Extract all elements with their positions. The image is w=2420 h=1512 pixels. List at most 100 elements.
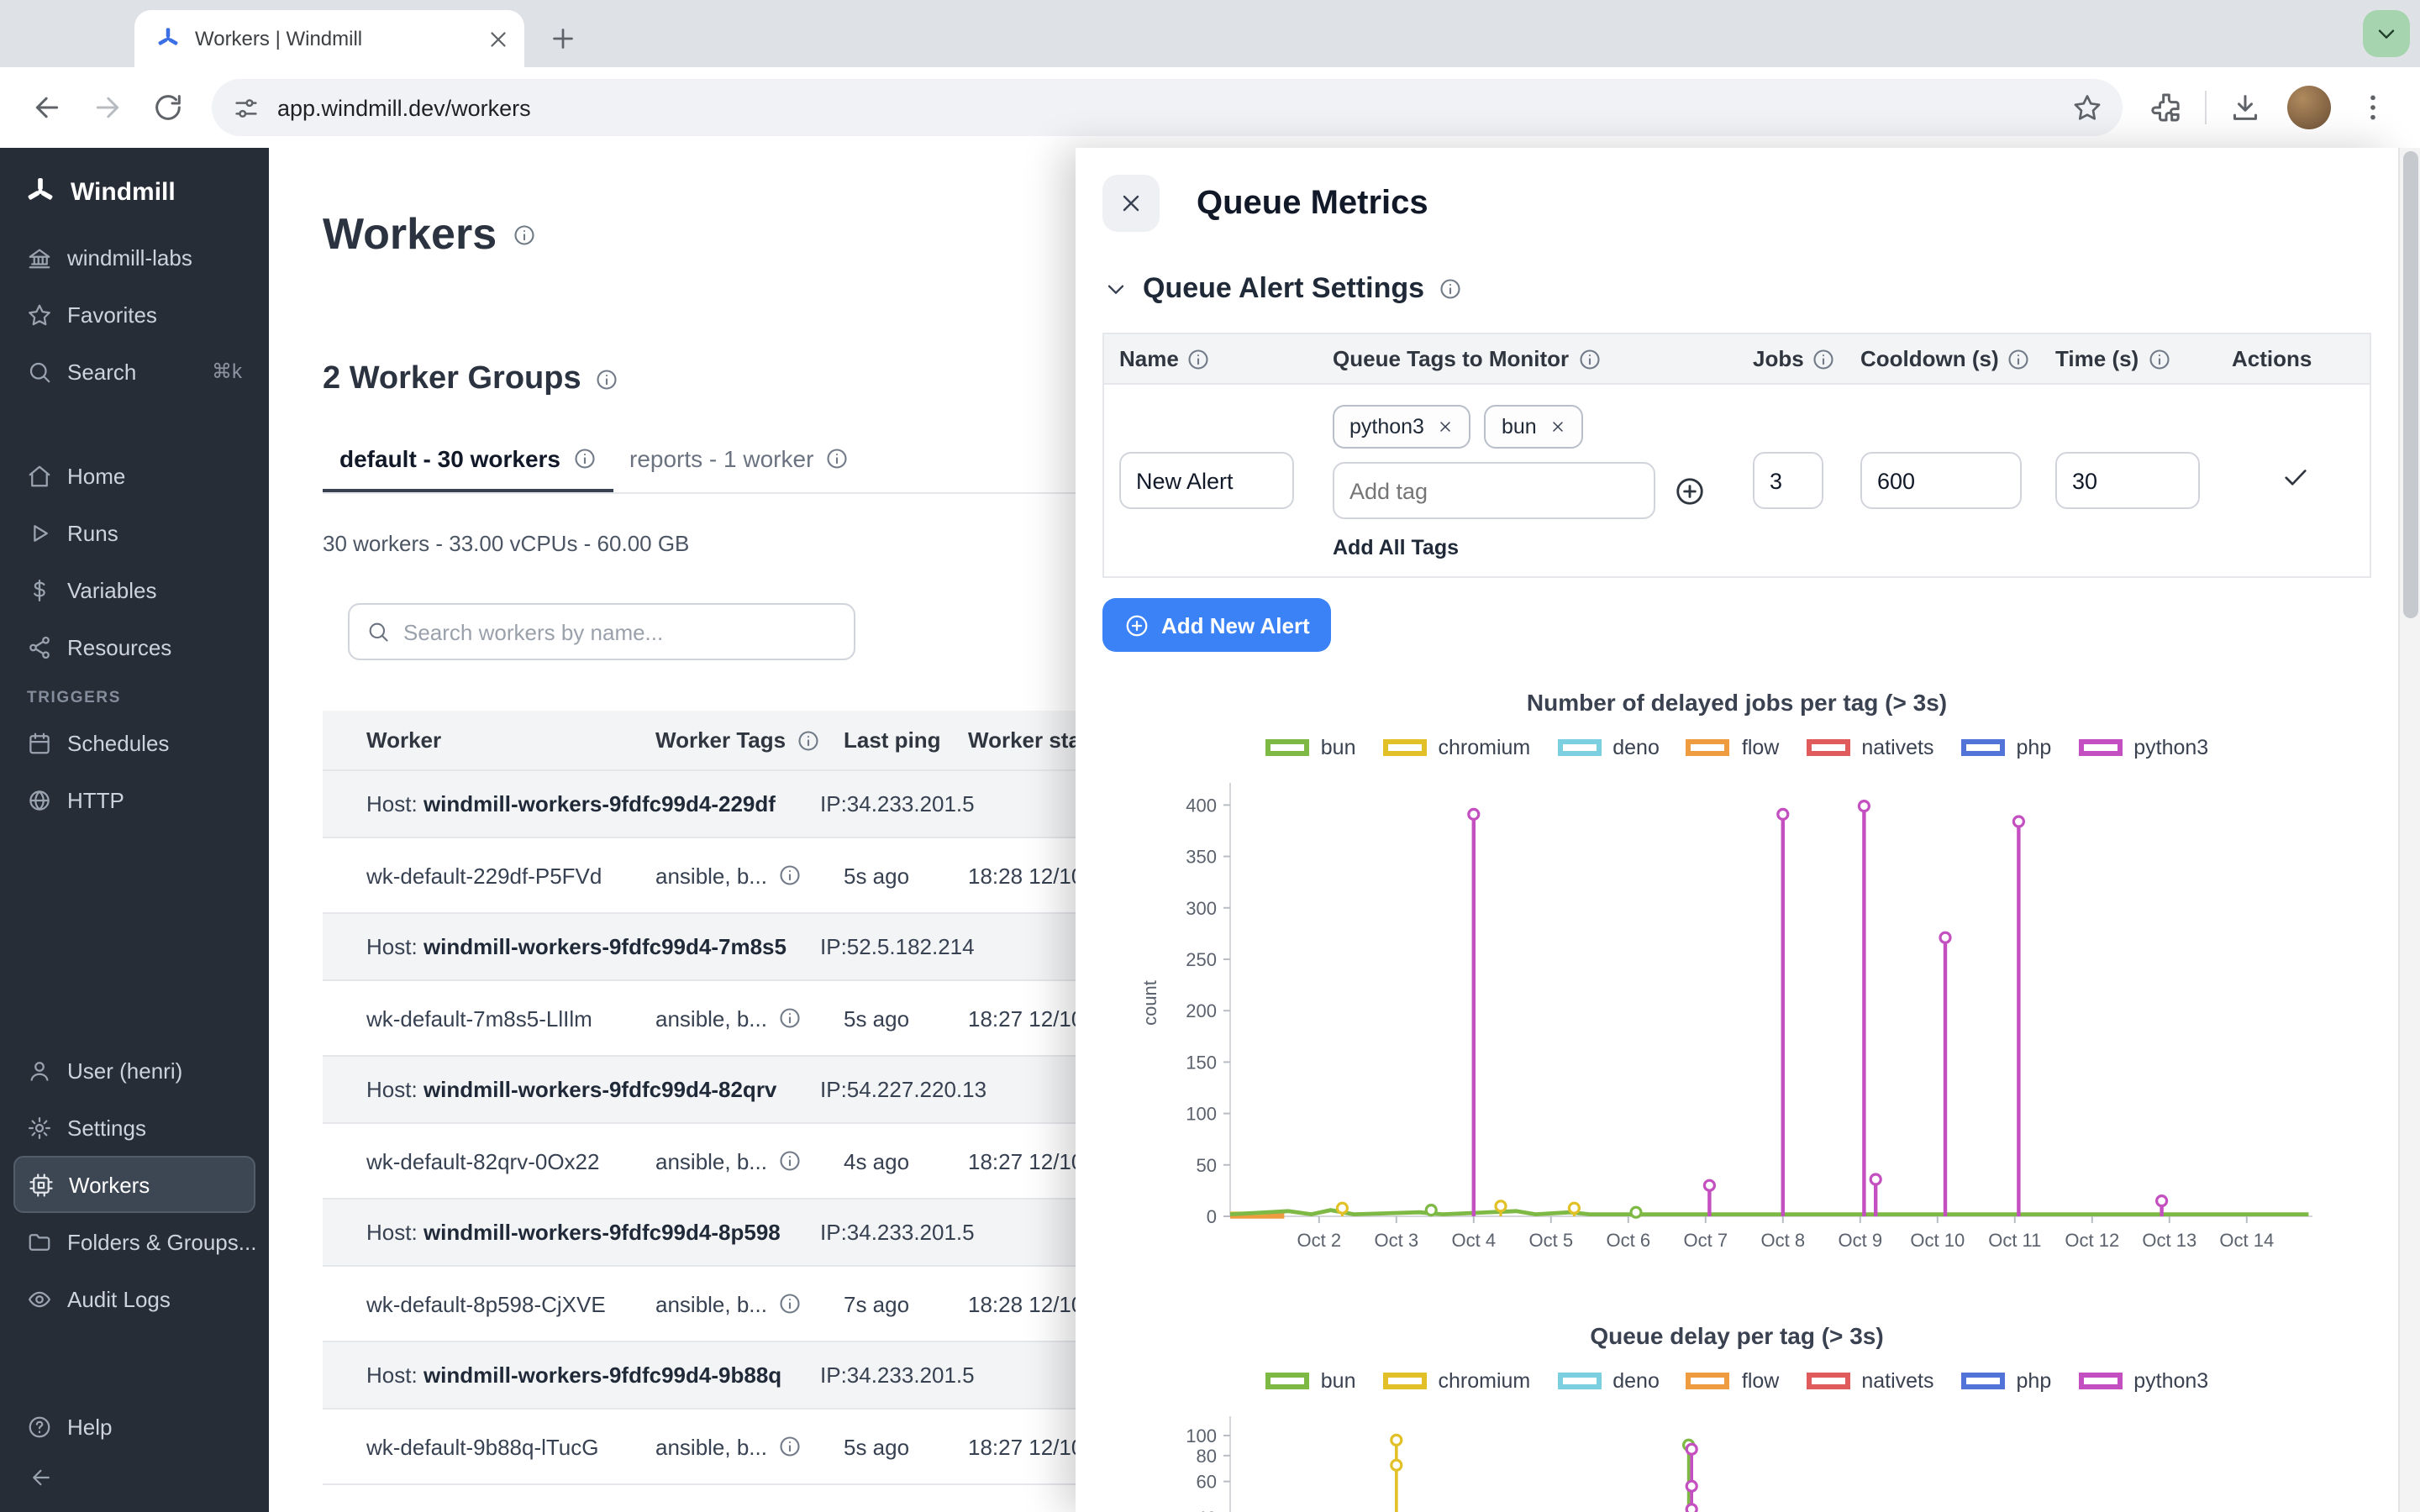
tab-title: Workers | Windmill [195,27,363,50]
legend-item-python3[interactable]: python3 [2078,1369,2208,1393]
brand: Windmill [13,158,255,228]
search-input[interactable] [403,619,837,644]
info-icon[interactable] [777,1435,801,1458]
browser-toolbar: app.windmill.dev/workers [0,67,2420,148]
add-all-tags-button[interactable]: Add All Tags [1333,536,1459,559]
remove-tag-icon[interactable] [1550,418,1567,435]
info-icon[interactable] [572,447,596,470]
legend-item-flow[interactable]: flow [1686,736,1779,759]
new-tab-button[interactable] [548,24,578,54]
alert-name-input[interactable] [1119,452,1294,509]
chart-legend: bun chromium deno flow nativets php python3 [1102,1369,2371,1393]
legend-item-deno[interactable]: deno [1557,1369,1660,1393]
cpu-icon [29,1172,54,1197]
legend-item-flow[interactable]: flow [1686,1369,1779,1393]
legend-item-nativets[interactable]: nativets [1806,1369,1934,1393]
col-worker-started: Worker sta [968,727,1081,753]
legend-item-bun[interactable]: bun [1265,736,1356,759]
menu-dots-icon[interactable] [2356,91,2390,124]
sidebar-item-runs[interactable]: Runs [13,504,255,561]
sidebar-item-workspace[interactable]: windmill-labs [13,228,255,286]
sidebar-item-http[interactable]: HTTP [13,771,255,828]
close-icon [1118,190,1144,217]
remove-tag-icon[interactable] [1438,418,1455,435]
sidebar-item-favorites[interactable]: Favorites [13,286,255,343]
sidebar-item-help[interactable]: Help [13,1398,255,1455]
reload-button-icon[interactable] [151,91,185,124]
sidebar-item-audit-logs[interactable]: Audit Logs [13,1270,255,1327]
time-input[interactable] [2055,452,2200,509]
sidebar-item-folders-groups[interactable]: Folders & Groups... [13,1213,256,1270]
scrollbar-thumb[interactable] [2403,151,2418,618]
info-icon[interactable] [777,1149,801,1173]
sidebar-item-schedules[interactable]: Schedules [13,714,255,771]
svg-text:200: 200 [1185,1000,1216,1021]
info-icon[interactable] [2007,347,2031,370]
legend-item-bun[interactable]: bun [1265,1369,1356,1393]
info-icon[interactable] [1187,347,1211,370]
bookmark-star-icon[interactable] [2072,92,2102,123]
tab-reports-workers[interactable]: reports - 1 worker [613,445,865,492]
sidebar-item-user[interactable]: User (henri) [13,1042,255,1099]
info-icon[interactable] [1438,277,1461,301]
queue-alert-settings-toggle[interactable]: Queue Alert Settings [1102,272,2371,306]
sidebar-collapse-button[interactable] [13,1455,255,1499]
drawer-close-button[interactable] [1102,175,1160,232]
legend-item-deno[interactable]: deno [1557,736,1660,759]
legend-swatch [2078,739,2123,756]
profile-avatar[interactable] [2287,86,2331,129]
sidebar-item-workers[interactable]: Workers [13,1156,255,1213]
sidebar-item-resources[interactable]: Resources [13,618,255,675]
arrow-left-icon [29,1464,54,1489]
forward-button-icon[interactable] [91,91,124,124]
extensions-puzzle-icon[interactable] [2149,91,2183,124]
sidebar-item-settings[interactable]: Settings [13,1099,255,1156]
sidebar-item-home[interactable]: Home [13,447,255,504]
info-icon[interactable] [595,368,618,391]
legend-swatch [1686,1373,1730,1389]
browser-tab[interactable]: Workers | Windmill [134,10,524,67]
confirm-check-icon[interactable] [2280,462,2310,492]
legend-item-php[interactable]: php [1960,736,2051,759]
info-icon[interactable] [825,447,849,470]
cooldown-input[interactable] [1860,452,2022,509]
plus-circle-icon [1124,612,1150,638]
tab-default-workers[interactable]: default - 30 workers [323,445,613,492]
downloads-icon[interactable] [2228,91,2262,124]
info-icon[interactable] [1812,347,1836,370]
site-settings-icon[interactable] [232,93,260,122]
jobs-input[interactable] [1753,452,1823,509]
info-icon[interactable] [777,1006,801,1030]
back-button-icon[interactable] [30,91,64,124]
chart-legend: bun chromium deno flow nativets php python3 [1102,736,2371,759]
sidebar-item-search[interactable]: Search ⌘k [13,343,255,400]
legend-item-nativets[interactable]: nativets [1806,736,1934,759]
legend-item-chromium[interactable]: chromium [1382,736,1530,759]
legend-item-php[interactable]: php [1960,1369,2051,1393]
add-tag-plus-icon[interactable] [1674,475,1706,507]
host-ip: IP:34.233.201.5 [820,1220,975,1245]
url-bar[interactable]: app.windmill.dev/workers [212,79,2123,136]
col-time: Time (s) [2040,346,2217,371]
info-icon[interactable] [777,1292,801,1315]
tab-close-icon[interactable] [486,26,511,51]
scrollbar[interactable] [2398,148,2420,1512]
info-icon[interactable] [512,223,535,246]
info-icon[interactable] [2147,347,2170,370]
windmill-favicon-icon [155,25,182,52]
legend-item-python3[interactable]: python3 [2078,736,2208,759]
workspace-label: windmill-labs [67,244,192,270]
add-new-alert-button[interactable]: Add New Alert [1102,598,1332,652]
add-tag-input[interactable] [1333,462,1655,519]
tab-search-button[interactable] [2363,10,2410,57]
info-icon[interactable] [1577,347,1601,370]
windmill-logo-icon [24,175,57,208]
svg-text:60: 60 [1196,1472,1216,1493]
eye-icon [27,1286,52,1311]
legend-item-chromium[interactable]: chromium [1382,1369,1530,1393]
legend-swatch [1382,739,1427,756]
info-icon[interactable] [777,864,801,887]
svg-text:100: 100 [1185,1425,1216,1446]
info-icon[interactable] [796,728,819,752]
sidebar-item-variables[interactable]: Variables [13,561,255,618]
